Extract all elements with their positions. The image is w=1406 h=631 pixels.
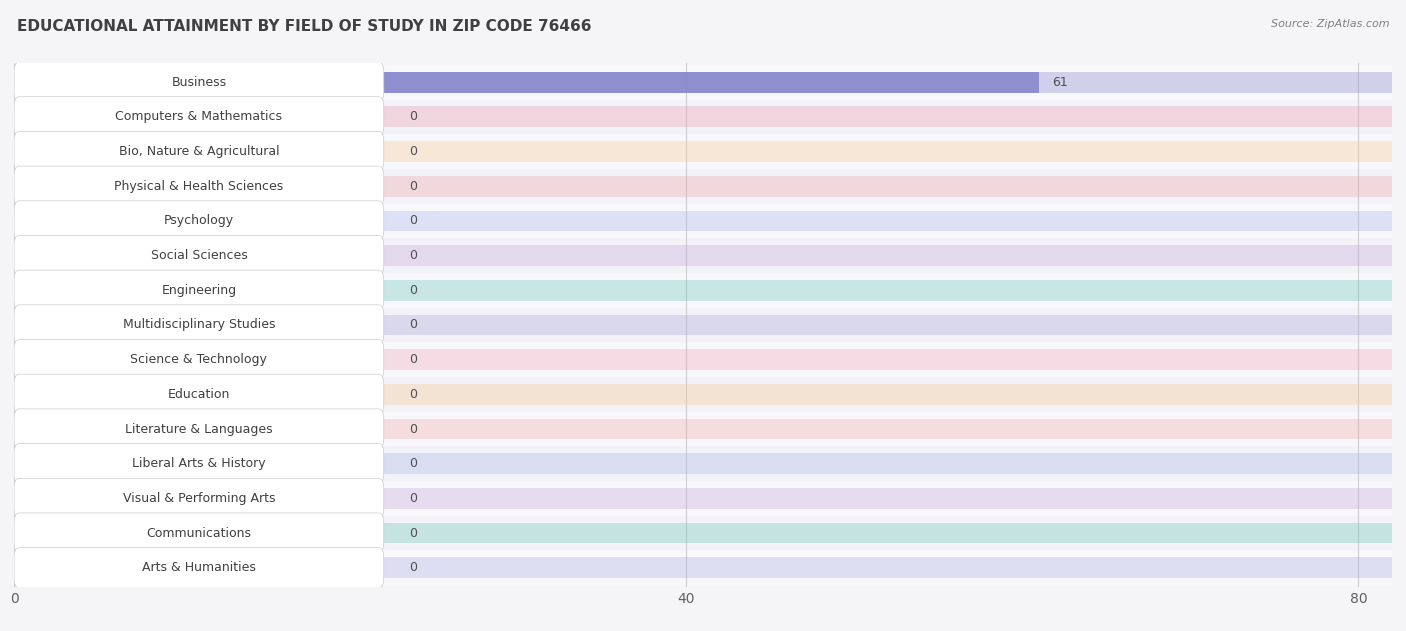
Text: Engineering: Engineering [162,284,236,297]
FancyBboxPatch shape [14,97,384,137]
Bar [14,273,1392,308]
Text: 0: 0 [409,284,418,297]
Text: 0: 0 [409,492,418,505]
FancyBboxPatch shape [14,62,384,102]
Text: 0: 0 [409,180,418,192]
FancyBboxPatch shape [14,548,384,588]
Bar [14,141,1392,162]
Bar [14,176,1392,197]
Bar [14,169,1392,204]
Bar [14,204,1392,239]
Bar [14,550,1392,585]
Bar [14,211,1392,232]
Text: Arts & Humanities: Arts & Humanities [142,561,256,574]
Text: Education: Education [167,388,231,401]
FancyBboxPatch shape [14,409,384,449]
Text: EDUCATIONAL ATTAINMENT BY FIELD OF STUDY IN ZIP CODE 76466: EDUCATIONAL ATTAINMENT BY FIELD OF STUDY… [17,19,592,34]
Bar [14,239,1392,273]
Text: Visual & Performing Arts: Visual & Performing Arts [122,492,276,505]
FancyBboxPatch shape [14,478,384,519]
Text: 0: 0 [409,353,418,366]
Text: 61: 61 [1053,76,1069,89]
Bar [14,100,1392,134]
Text: 0: 0 [409,215,418,227]
Bar [14,453,1392,474]
FancyBboxPatch shape [14,444,384,484]
Bar [14,134,1392,169]
Text: 0: 0 [409,527,418,540]
Text: Science & Technology: Science & Technology [131,353,267,366]
FancyBboxPatch shape [14,305,384,345]
Text: Liberal Arts & History: Liberal Arts & History [132,457,266,470]
Text: Physical & Health Sciences: Physical & Health Sciences [114,180,284,192]
Text: Business: Business [172,76,226,89]
Text: 0: 0 [409,319,418,331]
Text: Bio, Nature & Agricultural: Bio, Nature & Agricultural [118,145,280,158]
FancyBboxPatch shape [14,201,384,241]
Text: Social Sciences: Social Sciences [150,249,247,262]
Bar [14,377,1392,411]
Text: Computers & Mathematics: Computers & Mathematics [115,110,283,123]
Text: 0: 0 [409,145,418,158]
Text: 0: 0 [409,561,418,574]
Bar [14,481,1392,516]
FancyBboxPatch shape [14,166,384,206]
Text: 0: 0 [409,388,418,401]
Bar [14,245,1392,266]
FancyBboxPatch shape [14,235,384,276]
FancyBboxPatch shape [14,374,384,415]
Bar [14,65,1392,100]
Bar [14,349,1392,370]
FancyBboxPatch shape [14,339,384,380]
Bar [14,522,1392,543]
Text: 0: 0 [409,110,418,123]
FancyBboxPatch shape [14,131,384,172]
Text: Source: ZipAtlas.com: Source: ZipAtlas.com [1271,19,1389,29]
Bar [14,411,1392,446]
Bar [14,308,1392,342]
Bar [14,107,1392,127]
Bar [14,516,1392,550]
Bar [14,446,1392,481]
Text: 0: 0 [409,457,418,470]
Bar [14,72,1392,93]
FancyBboxPatch shape [14,513,384,553]
Text: Communications: Communications [146,527,252,540]
Bar [14,488,1392,509]
Text: Psychology: Psychology [165,215,233,227]
Bar [14,418,1392,439]
Text: 0: 0 [409,423,418,435]
Text: Multidisciplinary Studies: Multidisciplinary Studies [122,319,276,331]
Bar [14,384,1392,404]
Text: 0: 0 [409,249,418,262]
FancyBboxPatch shape [14,270,384,310]
Bar [14,557,1392,578]
Bar [14,72,1039,93]
Bar [14,315,1392,335]
Text: Literature & Languages: Literature & Languages [125,423,273,435]
Bar [14,280,1392,301]
Bar [14,342,1392,377]
